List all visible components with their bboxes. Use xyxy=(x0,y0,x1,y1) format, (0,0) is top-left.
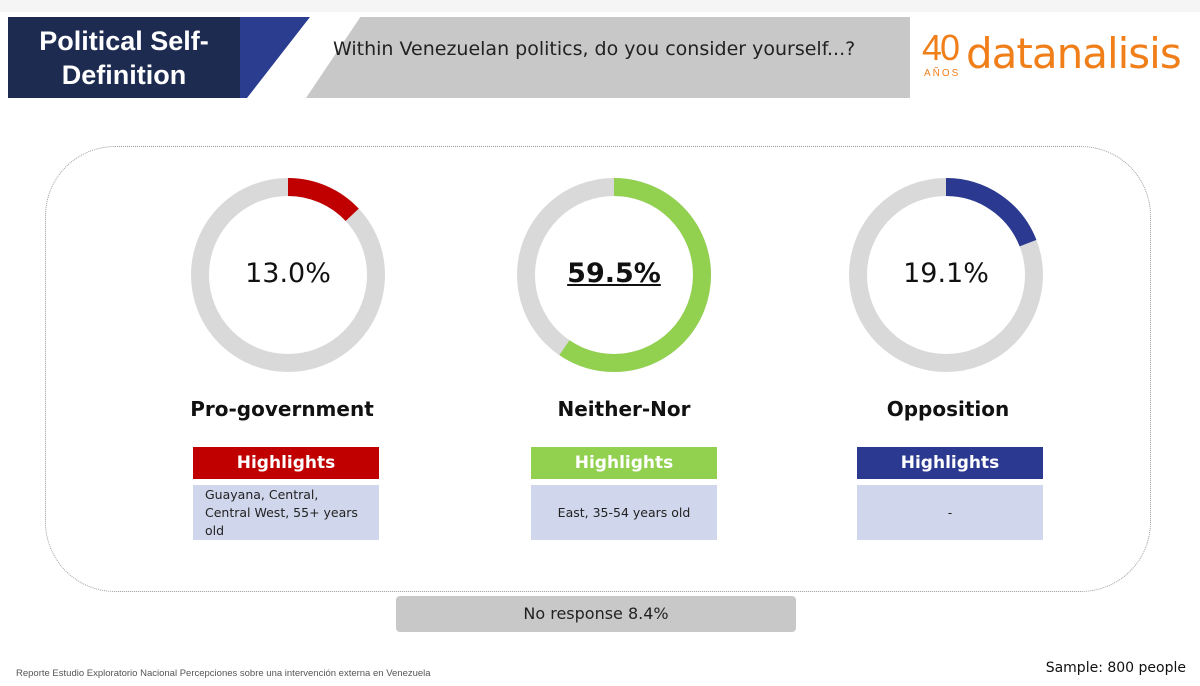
logo-anos: AÑOS xyxy=(924,68,961,79)
header-slant-accent xyxy=(240,17,310,98)
donut-chart-svg xyxy=(849,178,1043,372)
value-label-neither-nor: 59.5% xyxy=(567,258,661,289)
donut-chart-svg xyxy=(517,178,711,372)
donut-chart-svg xyxy=(191,178,385,372)
title-line-2: Definition xyxy=(61,59,187,90)
title-line-1: Political Self- xyxy=(39,25,209,56)
value-label-pro-government: 13.0% xyxy=(245,258,331,289)
donut-arc-neither-nor xyxy=(517,178,711,372)
logo-40-years: 40 xyxy=(922,27,960,68)
highlights-body-neither-nor: East, 35-54 years old xyxy=(531,485,717,540)
highlights-body-opposition: - xyxy=(857,485,1043,540)
slide-title: Political Self- Definition xyxy=(8,17,240,98)
question-bar xyxy=(306,17,910,98)
question-text: Within Venezuelan politics, do you consi… xyxy=(333,38,856,60)
category-label-neither-nor: Neither-Nor xyxy=(557,397,691,421)
highlights-header-opposition: Highlights xyxy=(857,447,1043,479)
category-label-opposition: Opposition xyxy=(886,397,1010,421)
datanalisis-logo: 40 AÑOS datanalisis xyxy=(922,30,1192,90)
value-label-opposition: 19.1% xyxy=(903,258,989,289)
no-response-box: No response 8.4% xyxy=(396,596,796,632)
highlights-body-pro-government: Guayana, Central, Central West, 55+ year… xyxy=(193,485,379,540)
donut-arc-opposition xyxy=(849,178,1043,372)
highlights-header-neither-nor: Highlights xyxy=(531,447,717,479)
category-label-pro-government: Pro-government xyxy=(190,397,374,421)
logo-wordmark: datanalisis xyxy=(966,29,1182,78)
highlights-header-pro-government: Highlights xyxy=(193,447,379,479)
footer-sample-size: Sample: 800 people xyxy=(1045,660,1186,676)
results-panel xyxy=(45,146,1151,592)
top-strip xyxy=(0,0,1200,12)
donut-opposition: 19.1% xyxy=(843,172,1049,378)
footer-source: Reporte Estudio Exploratorio Nacional Pe… xyxy=(16,668,431,679)
donut-arc-pro-government xyxy=(191,178,385,372)
donut-pro-government: 13.0% xyxy=(185,172,391,378)
donut-neither-nor: 59.5% xyxy=(511,172,717,378)
